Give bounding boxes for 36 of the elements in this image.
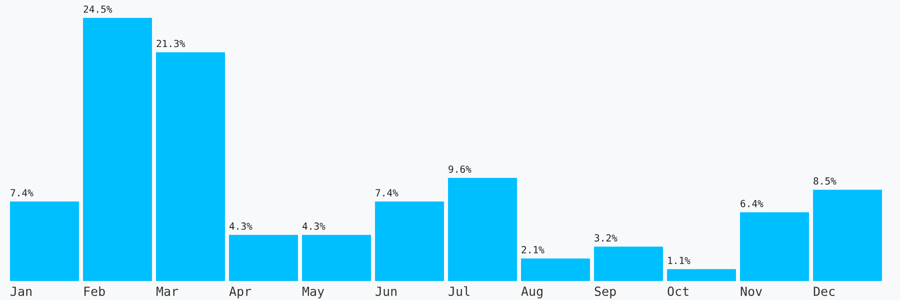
data-label: 8.5%: [814, 177, 836, 185]
bar: [448, 178, 517, 281]
bar: [740, 212, 809, 281]
bar: [156, 52, 225, 281]
data-label: 4.3%: [229, 222, 252, 230]
data-label: 7.4%: [376, 189, 398, 196]
x-tick-label: Feb: [84, 286, 105, 296]
bar: [375, 202, 444, 281]
bar: [521, 258, 590, 281]
x-tick-label: Sep: [594, 286, 616, 298]
bar: [594, 246, 663, 281]
bar: [10, 202, 79, 281]
bar: [83, 18, 152, 281]
x-tick-label: Nov: [740, 286, 762, 296]
bar: [302, 234, 371, 281]
x-tick-label: May: [302, 286, 324, 298]
x-tick-label: Jan: [10, 286, 32, 296]
data-label: 24.5%: [84, 5, 112, 13]
x-tick-label: Aug: [521, 286, 542, 298]
data-label: 2.1%: [522, 246, 544, 254]
data-label: 21.3%: [156, 40, 186, 48]
x-tick-label: Jul: [448, 286, 470, 296]
data-label: 3.2%: [594, 234, 618, 242]
x-tick-label: Jun: [376, 286, 396, 296]
x-tick-label: Oct: [668, 286, 688, 296]
x-tick-label: Apr: [229, 286, 252, 298]
data-label: 1.1%: [668, 256, 690, 264]
data-label: 7.4%: [10, 189, 34, 196]
bar: [667, 269, 736, 281]
bar: [229, 234, 298, 281]
data-label: 9.6%: [448, 165, 472, 173]
data-label: 6.4%: [740, 200, 764, 208]
x-tick-label: Dec: [814, 286, 835, 296]
data-label: 4.3%: [302, 222, 326, 230]
bar: [813, 190, 882, 281]
x-tick-label: Mar: [156, 286, 178, 296]
